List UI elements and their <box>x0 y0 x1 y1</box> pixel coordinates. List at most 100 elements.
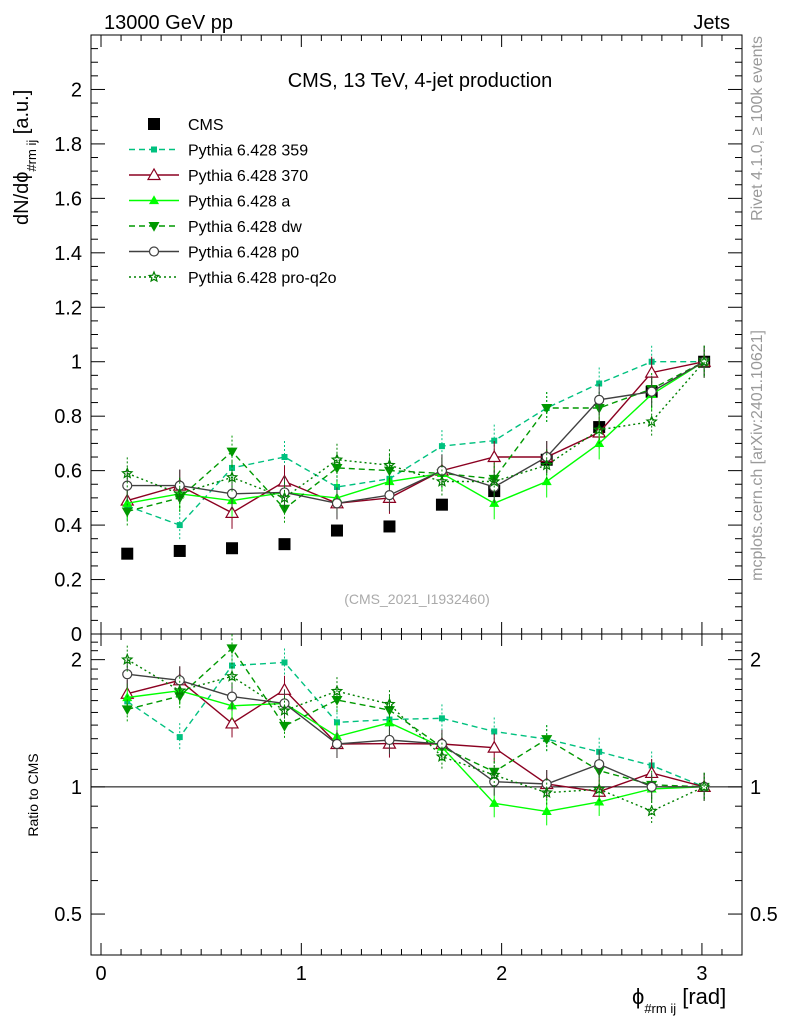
p359-point <box>491 437 498 444</box>
pdw-line <box>127 361 705 513</box>
energy-label: 13000 GeV pp <box>104 12 233 34</box>
main-axes: 0 0.2 0.4 0.6 0.8 1 1.2 1.4 1.6 1.8 2 <box>54 34 743 646</box>
legend-pp0-marker <box>148 246 160 257</box>
legend-p359-label: Pythia 6.428 359 <box>188 143 308 160</box>
cms-data-point <box>278 538 291 551</box>
pdw-ratio-point <box>331 696 343 706</box>
pa-ratio-point <box>541 806 552 815</box>
pa-ratio-point <box>489 798 500 807</box>
pq2o-ratio-point <box>330 684 344 697</box>
x-axis-label: ϕ#rm ij [rad] <box>632 984 726 1016</box>
pq2o-ratio-point <box>173 684 186 697</box>
pq2o-point <box>330 453 344 466</box>
p359-ratio-point <box>438 715 445 722</box>
analysis-label: (CMS_2021_I1932460) <box>344 591 490 607</box>
main-plot-area <box>120 345 712 560</box>
y-tick-label: 1 <box>71 352 82 374</box>
ratio-tick-label: 0.5 <box>54 904 82 926</box>
p359-ratio-point <box>229 662 236 669</box>
pq2o-ratio-point <box>121 653 134 665</box>
legend-p359-marker <box>151 146 157 153</box>
legend-pa-label: Pythia 6.428 a <box>188 194 290 211</box>
pp0-ratio-point <box>594 759 605 770</box>
y-tick-label: 0.6 <box>54 461 82 483</box>
pp0-point <box>331 498 343 509</box>
pq2o-point <box>488 474 501 487</box>
cms-data-point <box>173 544 186 557</box>
p359-point <box>229 464 236 471</box>
pp0-ratio-point <box>279 698 290 709</box>
ratio-tick-label: 2 <box>71 650 82 672</box>
p370-ratio-point <box>487 740 502 753</box>
p370-line <box>127 361 705 514</box>
p370-ratio-point <box>224 716 240 729</box>
pq2o-point <box>383 458 396 471</box>
pdw-point <box>226 447 238 458</box>
pq2o-point <box>278 491 291 504</box>
pdw-ratio-line <box>127 647 705 788</box>
pq2o-ratio-point <box>540 786 554 798</box>
legend-pa-marker <box>148 195 160 205</box>
legend-cms-marker <box>148 118 160 130</box>
pp0-ratio-point <box>384 734 395 746</box>
pdw-ratio-point <box>541 735 553 745</box>
pp0-line <box>127 361 705 505</box>
p359-ratio-point <box>281 659 288 666</box>
pa-ratio-line <box>127 689 705 813</box>
y-tick-label: 1.8 <box>54 134 82 156</box>
p359-line <box>127 361 705 526</box>
p370-point <box>487 449 502 463</box>
y-tick-label: 1.4 <box>54 243 82 265</box>
x-tick-label: 1 <box>296 963 307 985</box>
pa-point <box>122 498 133 507</box>
rivet-label: Rivet 4.1.0, ≥ 100k events <box>749 36 766 221</box>
ratio-tick-label: 1 <box>71 777 82 799</box>
pa-line <box>127 361 705 505</box>
pq2o-point <box>540 458 554 471</box>
pq2o-point <box>592 423 606 436</box>
pp0-point <box>646 386 657 397</box>
pp0-point <box>226 488 238 499</box>
x-tick-label: 2 <box>496 963 507 985</box>
svg-text:dN/dϕ#rm ij [a.u.]: dN/dϕ#rm ij [a.u.] <box>11 90 39 225</box>
legend-pdw-marker <box>148 222 160 232</box>
legend-p370-marker <box>146 167 162 181</box>
p359-point <box>438 443 445 450</box>
legend: CMS Pythia 6.428 359 Pythia 6.428 370 Pythi… <box>129 117 337 287</box>
cms-data-point <box>383 520 396 533</box>
y-tick-label: 0 <box>71 624 82 646</box>
process-label: Jets <box>693 12 730 34</box>
y-tick-label: 0.4 <box>54 515 82 537</box>
y-tick-label: 1.2 <box>54 297 82 319</box>
svg-text:ϕ#rm ij [rad]: ϕ#rm ij [rad] <box>632 984 726 1016</box>
pq2o-ratio-point <box>697 780 711 793</box>
pdw-ratio-point <box>121 705 133 716</box>
pa-ratio-point <box>384 717 395 727</box>
pq2o-ratio-point <box>435 750 449 762</box>
legend-pp0-label: Pythia 6.428 p0 <box>188 245 299 262</box>
pq2o-ratio-line <box>126 658 705 812</box>
x-tick-label: 3 <box>696 963 707 985</box>
x-tick-label: 0 <box>95 963 106 985</box>
pq2o-point <box>697 355 711 368</box>
pq2o-ratio-point <box>383 697 396 710</box>
pq2o-ratio-point <box>592 782 606 795</box>
p359-ratio-point <box>491 728 498 735</box>
pdw-ratio-point <box>278 721 291 732</box>
pp0-point <box>384 490 395 501</box>
cms-data-point <box>226 542 239 555</box>
pq2o-point <box>121 466 134 479</box>
legend-pdw-label: Pythia 6.428 dw <box>188 219 302 236</box>
ratio-y-label: Ratio to CMS <box>25 753 41 836</box>
ratio-tick-label-right: 2 <box>750 650 761 672</box>
y-tick-label: 1.6 <box>54 188 82 210</box>
pq2o-line <box>127 361 705 499</box>
pp0-point <box>594 394 605 405</box>
legend-p370-label: Pythia 6.428 370 <box>188 168 308 185</box>
pa-point <box>541 476 552 486</box>
pq2o-ratio-point <box>645 804 658 817</box>
ratio-tick-label-right: 1 <box>750 777 761 799</box>
cms-data-point <box>435 498 448 511</box>
p359-point <box>281 454 288 461</box>
